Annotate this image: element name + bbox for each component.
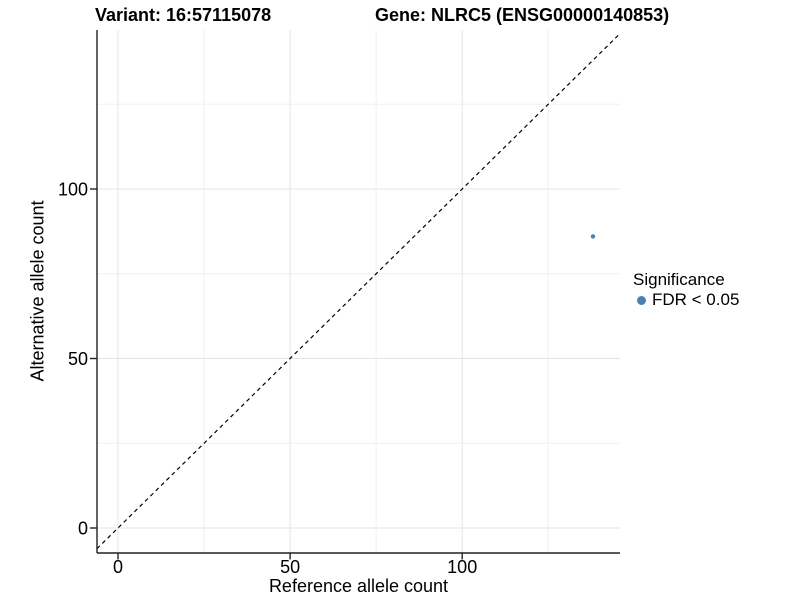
data-point: [590, 234, 596, 239]
legend-entry-label: FDR < 0.05: [652, 290, 740, 309]
y-axis-title: Alternative allele count: [27, 200, 48, 382]
variant-title: Variant: 16:57115078: [95, 5, 272, 25]
y-tick-label: 0: [78, 518, 88, 538]
x-tick-label: 100: [447, 557, 477, 577]
x-tick-label: 50: [280, 557, 300, 577]
legend-title: Significance: [633, 270, 725, 289]
legend-entry: FDR < 0.05: [633, 290, 739, 310]
y-tick-label: 50: [68, 349, 88, 369]
y-tick-label: 100: [58, 179, 88, 199]
legend: Significance FDR < 0.05: [633, 270, 739, 310]
identity-line: [96, 32, 621, 550]
gene-title: Gene: NLRC5 (ENSG00000140853): [375, 5, 670, 25]
x-axis-title: Reference allele count: [268, 576, 449, 596]
legend-point-icon: [637, 295, 646, 305]
x-tick-label: 0: [113, 557, 123, 577]
